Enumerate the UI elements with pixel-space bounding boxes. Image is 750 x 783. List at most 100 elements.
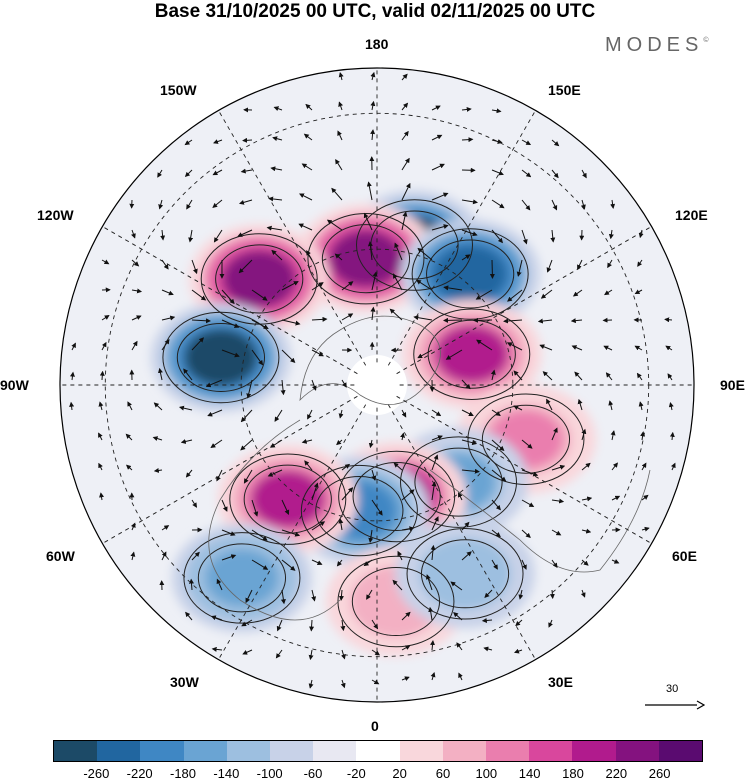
wind-vector [161,338,170,351]
wind-vector [641,494,649,501]
wind-vector [207,409,223,417]
wind-vector [445,349,463,360]
wind-vector [341,463,351,471]
wind-vector [240,168,253,174]
wind-vector [521,559,527,570]
wind-vector [160,229,166,241]
wind-vector [461,229,478,237]
wind-vector [610,430,616,441]
wind-vector [634,289,643,295]
wind-vector [443,285,463,291]
wind-vector [281,281,299,291]
wind-vector [542,371,553,381]
colorbar [53,740,703,762]
meridian-60 [396,395,652,544]
anomaly-contour [321,224,411,294]
wind-vector [237,229,253,237]
wind-vector [281,319,301,326]
wind-vector [311,282,324,291]
wind-vector [401,102,409,111]
wind-vector [401,526,415,532]
wind-vector [551,464,566,471]
wind-vector [401,611,411,621]
colorbar-segment-14 [658,741,703,761]
wind-vector [212,199,223,208]
wind-vector [605,372,613,381]
wind-vector [308,649,314,661]
wind-vector [340,679,346,689]
anomaly-contour [176,322,266,392]
lon-label-60w: 60W [46,548,75,564]
wind-vector [341,649,346,660]
anomaly-contour [413,308,531,400]
colorbar-segment-3 [183,741,227,761]
wind-vector [336,559,343,567]
wind-vector [397,550,403,561]
wind-vector [401,489,415,501]
colorbar-tick-label: 20 [392,766,407,781]
anomaly-contour [411,228,529,320]
lon-label-30w: 30W [170,674,199,690]
wind-vector [331,187,343,201]
wind-vector [521,169,532,178]
wind-vector [161,525,170,531]
wind-vector [431,409,442,417]
wind-vector [281,529,301,537]
wind-vector [638,401,644,411]
wind-vector [574,371,583,381]
wind-vector [99,492,104,501]
colorbar-segment-2 [140,741,184,761]
anomaly-ring [251,470,325,528]
wind-vector [338,589,344,601]
wind-vector [191,318,211,324]
wind-vector [99,370,105,381]
wind-vector [311,482,319,501]
wind-vector [431,163,445,171]
wind-vector [430,544,436,561]
wind-vector [491,529,501,538]
lon-label-90w: 90W [0,377,29,393]
wind-vector [371,619,379,630]
wind-vector [305,103,313,111]
meridian-330 [218,404,367,660]
wind-vector [127,401,133,411]
wind-vector [371,271,378,291]
wind-vector [158,199,164,210]
wind-vector [131,340,138,351]
wind-vector [611,495,621,501]
wind-vector [240,409,253,423]
wind-vector [370,100,376,111]
wind-vector [161,259,169,270]
anomaly-contour [406,528,524,620]
wind-vector [415,279,433,291]
wind-vector [425,574,433,591]
wind-vector [456,642,463,651]
wind-vector [98,462,103,471]
colorbar-segment-6 [313,741,357,761]
wind-vector [371,469,377,481]
wind-vector [341,487,354,501]
wind-vector [549,589,555,600]
wind-vector [185,611,193,621]
anomaly-contour [197,543,287,613]
wind-vector [580,589,586,598]
wind-vector [221,319,240,328]
wind-vector [461,199,479,205]
lon-label-60e: 60E [672,548,697,564]
wind-vector [665,345,673,351]
wind-vector [216,469,223,482]
colorbar-tick-label: -60 [303,766,323,781]
wind-vector [311,379,317,391]
wind-vector [608,400,614,411]
wind-vector [281,499,290,515]
anomaly-contour [315,476,404,546]
graticule [60,68,694,702]
anomaly-contour [481,404,571,474]
wind-vector [368,439,374,449]
wind-vector [191,289,207,301]
lon-label-150e: 150E [548,82,581,98]
wind-vector [238,259,253,274]
colorbar-tick-label: -180 [169,766,197,781]
colorbar-segment-8 [399,741,443,761]
